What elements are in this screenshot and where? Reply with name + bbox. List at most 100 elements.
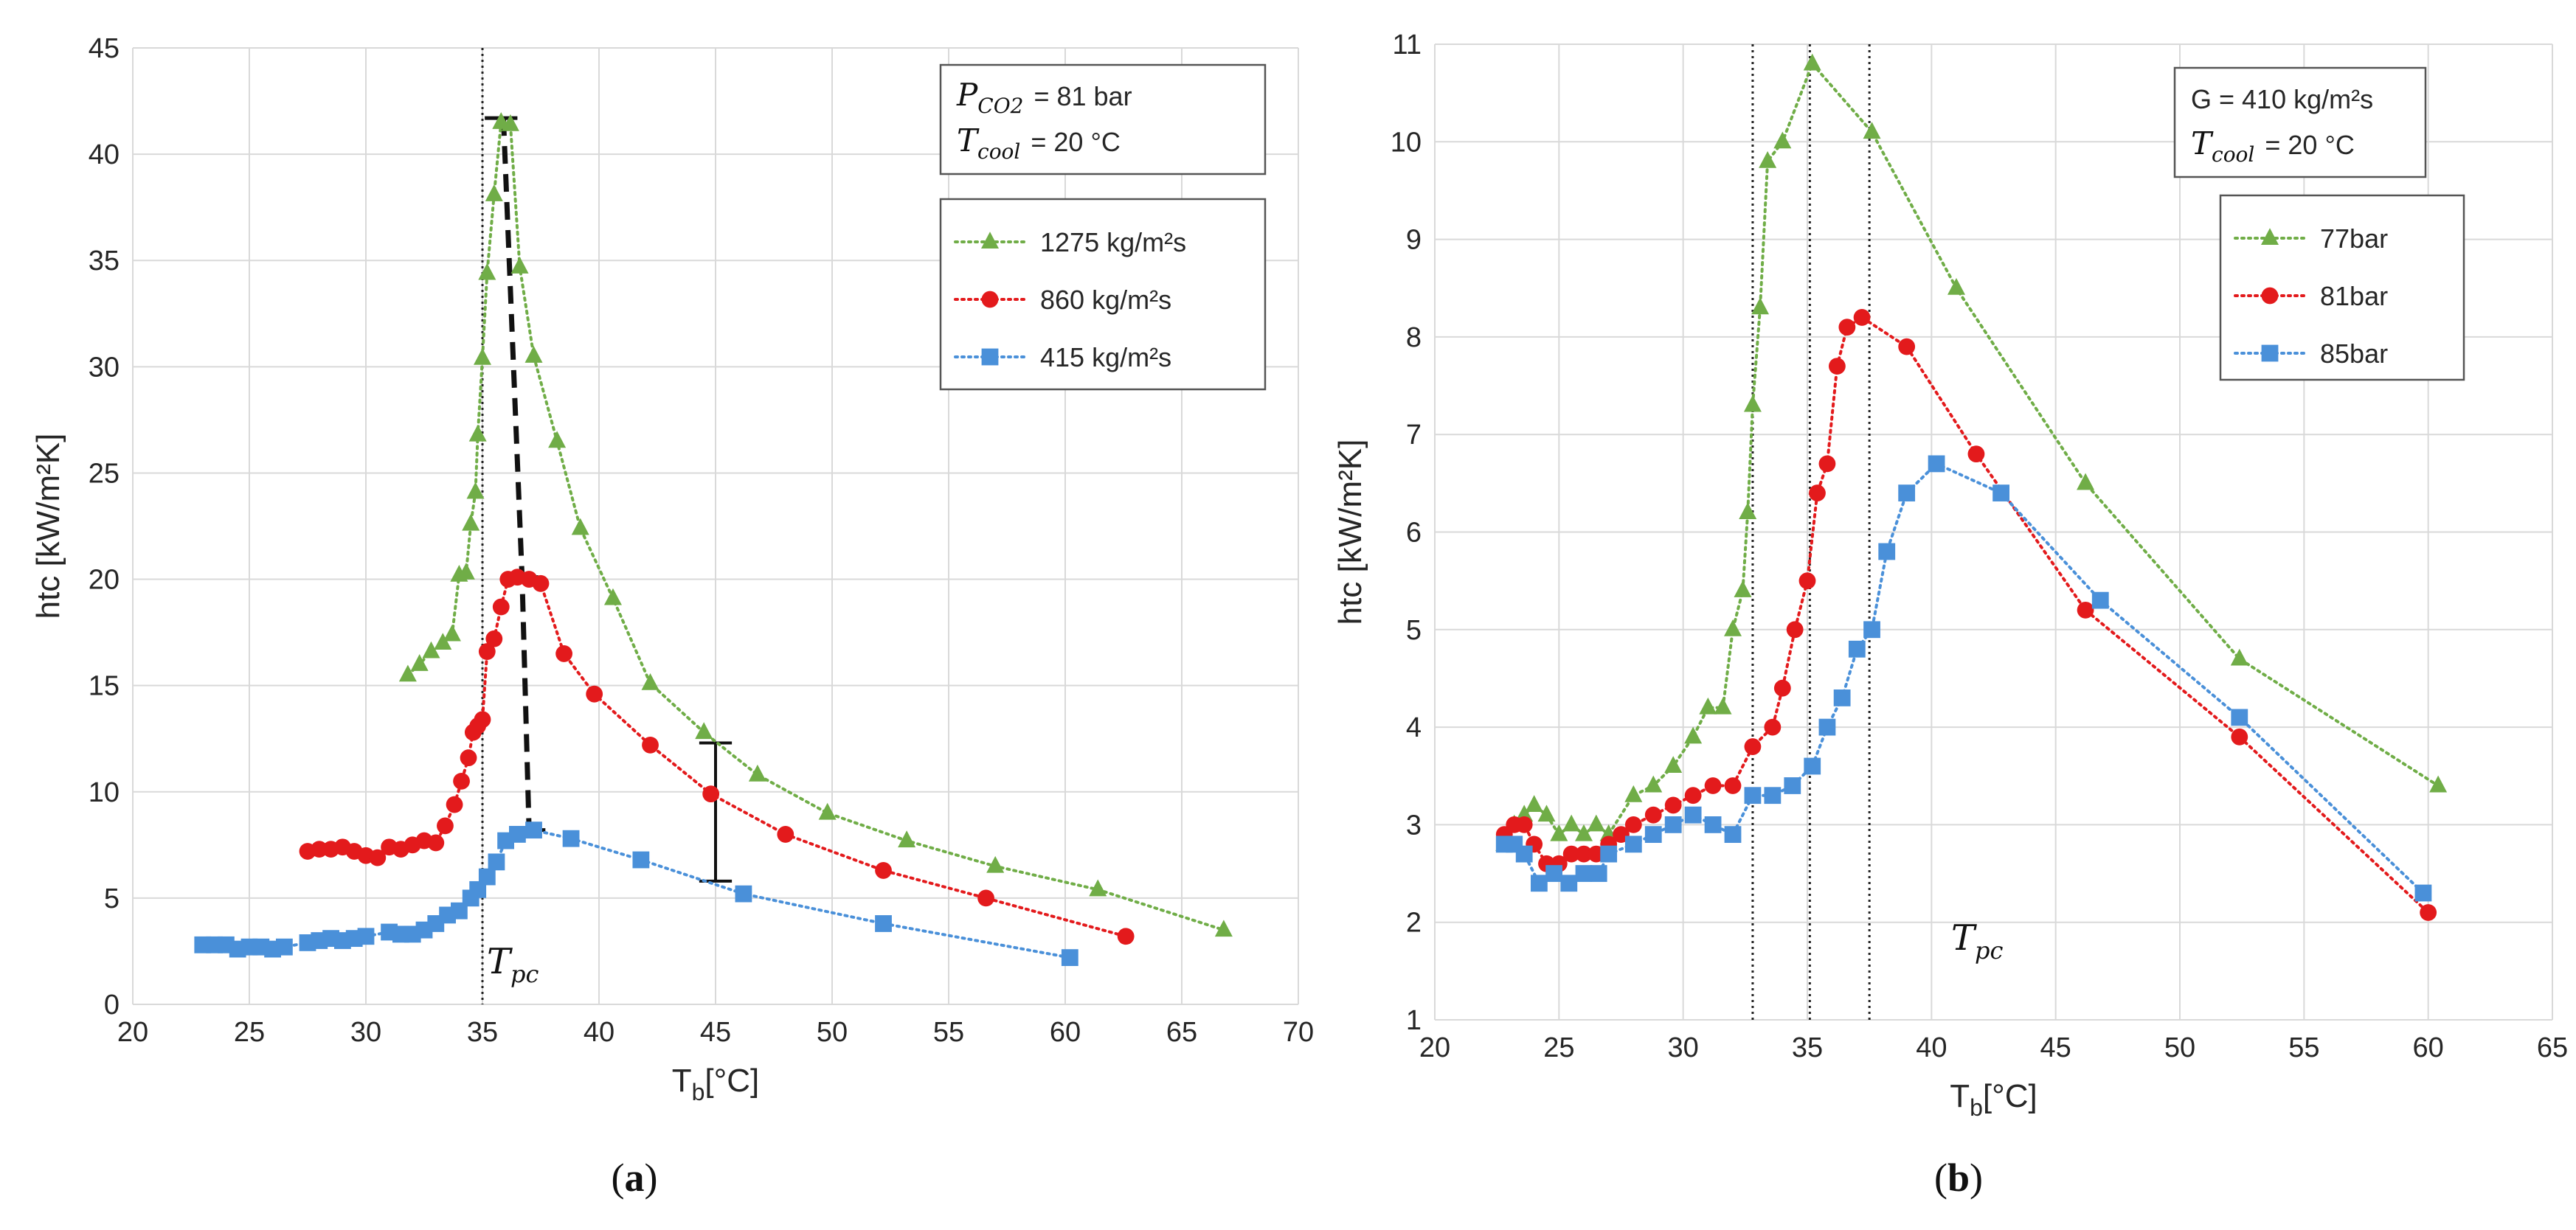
data-point (525, 821, 542, 839)
x-tick-label: 65 (2537, 1032, 2568, 1063)
data-point (1848, 640, 1866, 658)
info-subscript: cool (977, 139, 1020, 164)
data-point (488, 853, 505, 871)
y-axis-label: htc [kW/m²K] (1332, 439, 1368, 625)
data-point (986, 855, 1005, 873)
data-point (1644, 826, 1662, 844)
caption-letter: a (625, 1156, 645, 1200)
data-point (1804, 757, 1821, 775)
data-point (1624, 835, 1642, 853)
data-point (1818, 455, 1836, 473)
data-point (485, 184, 503, 201)
x-tick-label: 55 (2288, 1032, 2319, 1063)
data-point (1117, 928, 1135, 945)
tpc-label: Tpc (487, 941, 539, 988)
data-point (1773, 131, 1792, 149)
data-point (1992, 484, 2009, 501)
data-point (642, 736, 659, 754)
data-point (468, 424, 487, 442)
data-point (603, 588, 622, 605)
info-symbol: P (956, 77, 978, 113)
data-point (460, 749, 477, 767)
data-point (1784, 777, 1801, 794)
info-value: = 20 °C (2265, 130, 2354, 160)
series-line (1503, 60, 2440, 846)
x-axis-label-unit: [°C] (704, 1063, 759, 1099)
data-point (478, 263, 496, 280)
data-point (548, 431, 567, 448)
info-symbol: T (957, 122, 980, 159)
data-point (1537, 805, 1556, 822)
panel-a: 20 25 30 35 40 45 50 55 60 65 70 0 5 10 15 20 25 30 35 40 45… (30, 33, 1314, 1200)
data-point (2420, 904, 2437, 921)
data-point (443, 624, 461, 642)
data-point (1704, 777, 1722, 794)
x-axis-label-unit: [°C] (1983, 1078, 2037, 1114)
data-point (1898, 484, 1916, 501)
data-point (1829, 358, 1846, 375)
x-axis-label: Tb[°C] (1950, 1078, 2037, 1121)
data-point (777, 826, 794, 843)
x-tick-label: 70 (1283, 1017, 1314, 1048)
info-line: Tcool = 20 °C (2191, 125, 2355, 167)
data-point (478, 643, 496, 660)
series-1275-kg-m-s (398, 112, 1233, 937)
data-point (1562, 845, 1580, 863)
data-point (501, 114, 519, 131)
data-point (1587, 814, 1605, 832)
data-point (1664, 816, 1682, 833)
data-point (1531, 875, 1548, 892)
data-point (1853, 309, 1871, 326)
x-tick-label: 35 (1792, 1032, 1823, 1063)
data-point (276, 938, 293, 956)
legend-box (2219, 194, 2465, 381)
x-tick-label: 50 (817, 1017, 848, 1048)
legend-label: 85bar (2320, 338, 2388, 369)
y-tick-label: 7 (1406, 420, 1422, 451)
y-tick-label: 15 (89, 671, 120, 702)
data-point (1967, 445, 1985, 463)
series-85bar (1495, 455, 2432, 902)
data-point (1515, 805, 1534, 822)
data-point (748, 764, 766, 782)
data-point (1545, 865, 1562, 882)
info-subscript: CO2 (977, 94, 1023, 118)
legend-marker (2261, 287, 2279, 305)
data-point (977, 889, 994, 907)
x-axis-label-sub: b (1970, 1094, 1983, 1121)
data-point (1744, 738, 1762, 755)
caption-paren-close: ) (645, 1156, 658, 1200)
data-point (1803, 53, 1821, 71)
series-415-kg-m-s (194, 821, 1078, 966)
data-point (410, 654, 429, 671)
data-point (1724, 826, 1742, 844)
data-point (2091, 591, 2109, 609)
info-box (2173, 66, 2427, 178)
data-point (898, 830, 916, 848)
data-point (1590, 865, 1607, 882)
data-point (2414, 884, 2432, 902)
data-point (702, 785, 720, 803)
x-axis-label-main: T (672, 1063, 692, 1099)
data-point (1809, 484, 1826, 501)
info-value: = 81 bar (1033, 81, 1132, 111)
y-tick-label: 2 (1406, 908, 1422, 939)
y-tick-label: 11 (1393, 29, 1422, 60)
data-point (474, 711, 491, 729)
data-point (1704, 816, 1722, 833)
y-tick-label: 5 (104, 883, 120, 914)
info-line: PCO2 = 81 bar (956, 77, 1132, 118)
data-point (427, 834, 445, 852)
y-tick-label: 8 (1406, 322, 1422, 353)
data-point (695, 722, 713, 740)
data-point (532, 574, 550, 592)
data-point (311, 841, 328, 858)
data-point (1644, 775, 1663, 793)
y-tick-label: 30 (89, 352, 120, 383)
x-tick-label: 20 (117, 1017, 148, 1048)
y-tick-label: 40 (89, 139, 120, 170)
series-860-kg-m-s (299, 569, 1135, 945)
data-point (462, 513, 480, 531)
